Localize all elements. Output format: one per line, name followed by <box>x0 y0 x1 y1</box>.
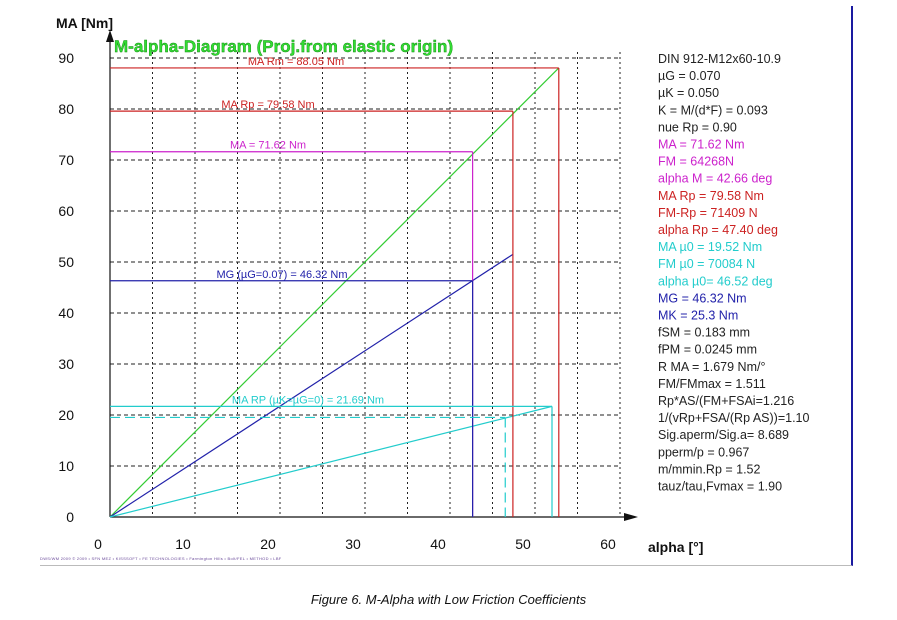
info-line: MA µ0 = 19.52 Nm <box>658 240 762 254</box>
y-tick-label: 60 <box>58 203 74 219</box>
x-axis-label: alpha [°] <box>648 539 703 555</box>
info-line: µG = 0.070 <box>658 69 720 83</box>
info-line: FM µ0 = 70084 N <box>658 257 755 271</box>
chart-title: M-alpha-Diagram (Proj.from elastic origi… <box>114 37 453 56</box>
x-tick-label: 10 <box>175 536 191 552</box>
x-tick-label: 0 <box>94 536 102 552</box>
y-tick-label: 70 <box>58 152 74 168</box>
info-line: Rp*AS/(FM+FSAi=1.216 <box>658 394 794 408</box>
x-tick-label: 50 <box>515 536 531 552</box>
y-axis-arrow <box>106 30 114 42</box>
info-line: FM/FMmax = 1.511 <box>658 377 766 391</box>
info-line: MA Rp = 79.58 Nm <box>658 189 764 203</box>
footer-credit: DWS/WM 2009 © 2009 • SFN MEZ • KISSSOFT … <box>40 556 282 561</box>
grid <box>110 52 621 517</box>
info-line: pperm/p = 0.967 <box>658 445 749 459</box>
marker-label-mg: MG (µG=0.07) = 46.32 Nm <box>216 269 347 281</box>
info-line: Sig.aperm/Sig.a= 8.689 <box>658 428 789 442</box>
figure-caption: Figure 6. M-Alpha with Low Friction Coef… <box>310 592 587 607</box>
info-panel: DIN 912-M12x60-10.9 µG = 0.070 µK = 0.050 K… <box>658 52 810 494</box>
info-line: fPM = 0.0245 mm <box>658 343 757 357</box>
info-line: alpha µ0= 46.52 deg <box>658 274 773 288</box>
x-tick-label: 20 <box>260 536 276 552</box>
y-tick-label: 80 <box>58 101 74 117</box>
info-line: K = M/(d*F) = 0.093 <box>658 103 768 117</box>
info-line: FM = 64268N <box>658 155 734 169</box>
y-tick-label: 10 <box>58 458 74 474</box>
info-line: nue Rp = 0.90 <box>658 120 737 134</box>
y-tick-label: 30 <box>58 356 74 372</box>
info-line: FM-Rp = 71409 N <box>658 206 758 220</box>
series-line-elastic <box>109 67 560 518</box>
y-tick-label: 20 <box>58 407 74 423</box>
info-line: tauz/tau,Fvmax = 1.90 <box>658 480 782 494</box>
marker-label-rm: MA Rm = 88.05 Nm <box>248 56 344 68</box>
y-tick-label: 0 <box>66 509 74 525</box>
info-line: alpha Rp = 47.40 deg <box>658 223 778 237</box>
x-tick-label: 60 <box>600 536 616 552</box>
axes <box>106 30 638 521</box>
y-tick-label: 90 <box>58 50 74 66</box>
info-line: µK = 0.050 <box>658 86 719 100</box>
x-tick-label: 30 <box>345 536 361 552</box>
info-line: 1/(vRp+FSA/(Rp AS))=1.10 <box>658 411 810 425</box>
info-line: R MA = 1.679 Nm/° <box>658 360 765 374</box>
marker-label-rp: MA Rp = 79.58 Nm <box>221 99 314 111</box>
y-tick-label: 40 <box>58 305 74 321</box>
y-axis-label: MA [Nm] <box>56 15 113 31</box>
x-axis-arrow <box>624 513 638 521</box>
info-line: DIN 912-M12x60-10.9 <box>658 52 781 66</box>
marker-label-marp: MA RP (µK=µG=0) = 21.69 Nm <box>232 394 384 406</box>
info-line: MG = 46.32 Nm <box>658 291 747 305</box>
y-tick-label: 50 <box>58 254 74 270</box>
info-line: MA = 71.62 Nm <box>658 138 745 152</box>
info-line: fSM = 0.183 mm <box>658 326 750 340</box>
info-line: m/mmin.Rp = 1.52 <box>658 462 761 476</box>
axis-labels: MA [Nm] alpha [°] M-alpha-Diagram (Proj.… <box>56 15 703 555</box>
tick-labels: 0 10 20 30 40 50 60 0 10 20 30 40 50 60 70 80 90 <box>58 50 616 552</box>
series-line-mu0 <box>109 405 553 518</box>
info-line: MK = 25.3 Nm <box>658 309 738 323</box>
series-line-mg <box>109 253 514 518</box>
info-line: alpha M = 42.66 deg <box>658 172 772 186</box>
x-tick-label: 40 <box>430 536 446 552</box>
marker-label-ma: MA = 71.62 Nm <box>230 140 306 152</box>
chart-frame <box>40 6 853 566</box>
series-lines <box>109 67 560 518</box>
marker-lines: MA Rm = 88.05 Nm MA Rp = 79.58 Nm MA = 71.… <box>110 56 560 517</box>
